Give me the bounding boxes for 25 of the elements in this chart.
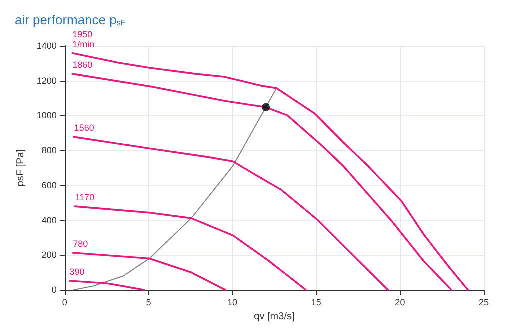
series-label: 1860 [72,60,93,70]
series-label: 1170 [75,192,95,203]
x-tick-label: 10 [228,298,238,308]
x-tick-label: 25 [478,298,490,308]
x-tick-label: 0 [62,298,68,308]
x-axis-title: qv [m3/s] [254,312,295,322]
annotation: 1/min [72,39,95,50]
y-tick-label: 1000 [36,110,57,121]
x-tick-label: 20 [395,298,406,308]
line-series [72,252,226,291]
y-tick-label: 600 [42,180,57,190]
y-tick-label: 800 [42,146,57,156]
series-label: 780 [73,238,88,249]
y-axis-title: psF [Pa] [16,149,26,187]
series-label: 1560 [74,123,94,134]
x-tick-label: 5 [146,298,152,308]
y-tick-label: 200 [42,250,57,260]
y-tick-label: 0 [52,285,57,296]
y-tick-label: 1400 [36,41,57,51]
x-tick-label: 15 [311,298,322,308]
series-label: 390 [70,267,85,278]
chart-title: air performance psF [15,12,126,28]
y-tick-label: 1200 [36,76,57,86]
series-label: 1950 [72,29,93,40]
y-tick-label: 400 [42,215,57,226]
